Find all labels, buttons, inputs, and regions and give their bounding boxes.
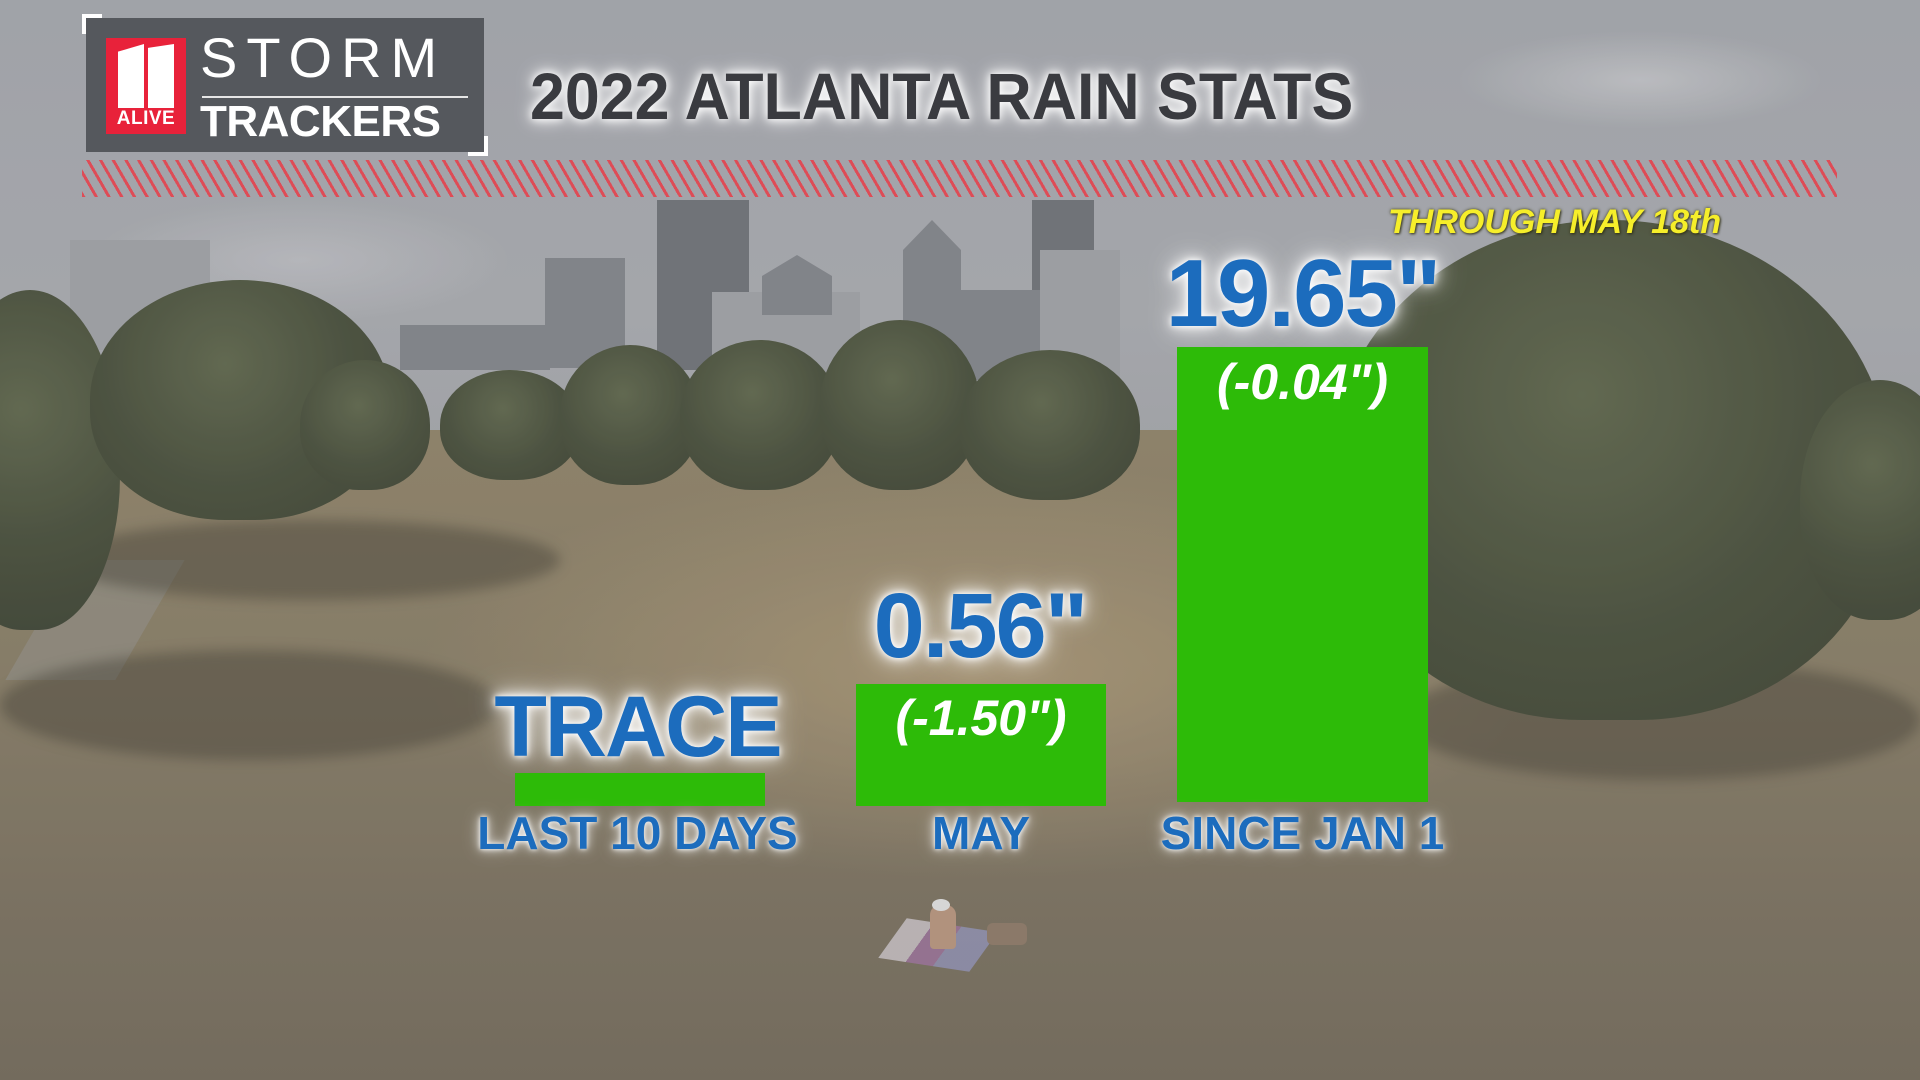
bar-value-label: 0.56" — [873, 575, 1089, 677]
departure-label: (-1.50") — [895, 690, 1067, 746]
date-subtitle: THROUGH MAY 18th — [1388, 203, 1722, 241]
tree — [440, 370, 580, 480]
corner-bracket-icon — [82, 14, 102, 34]
tree — [820, 320, 980, 490]
bar-last-10-days — [515, 773, 765, 806]
tree — [1800, 380, 1920, 620]
person — [930, 905, 956, 949]
corner-bracket-icon — [468, 136, 488, 156]
eleven-icon — [116, 44, 176, 108]
hat — [932, 899, 950, 911]
logo-divider — [202, 96, 468, 98]
storm-trackers-logo: ALIVE STORM TRACKERS — [82, 14, 488, 156]
bar-since-jan-1 — [1177, 347, 1428, 802]
bar-value-label: 19.65" — [1165, 240, 1442, 347]
category-label: MAY — [932, 807, 1030, 859]
bar-may — [856, 684, 1106, 806]
11-alive-badge: ALIVE — [106, 38, 186, 134]
chart-title: 2022 ATLANTA RAIN STATS — [530, 59, 1354, 133]
logo-line-2: TRACKERS — [200, 97, 441, 146]
tree — [960, 350, 1140, 500]
category-label: LAST 10 DAYS — [477, 807, 798, 859]
tree-shadow — [0, 650, 500, 760]
badge-text: ALIVE — [116, 108, 176, 129]
hatched-divider — [82, 160, 1837, 197]
logo-line-1: STORM — [200, 26, 447, 89]
category-label: SINCE JAN 1 — [1160, 807, 1445, 859]
tree — [560, 345, 700, 485]
tree — [680, 340, 840, 490]
tree — [300, 360, 430, 490]
person-on-blanket — [878, 899, 1032, 972]
tree-shadow — [60, 520, 560, 600]
departure-label: (-0.04") — [1217, 354, 1388, 410]
bar-value-label: TRACE — [494, 679, 782, 775]
building — [400, 325, 550, 370]
bag — [987, 923, 1027, 945]
